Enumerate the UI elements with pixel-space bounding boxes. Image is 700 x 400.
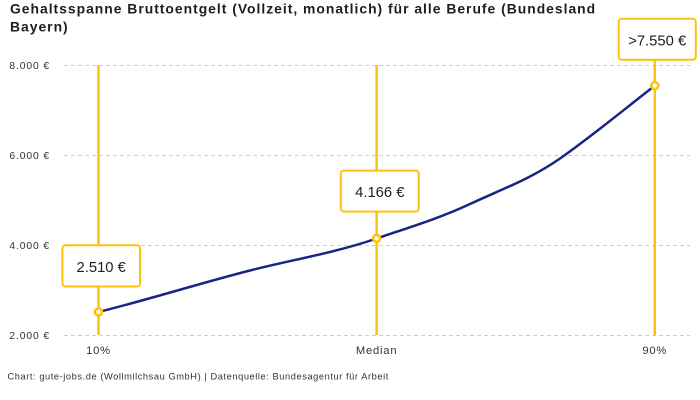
svg-text:Chart: gute-jobs.de (Wollmilch: Chart: gute-jobs.de (Wollmilchsau GmbH) … <box>8 371 389 381</box>
svg-text:2.000 €: 2.000 € <box>9 331 50 342</box>
svg-text:2.510 €: 2.510 € <box>77 260 127 276</box>
svg-text:8.000 €: 8.000 € <box>9 61 50 72</box>
svg-text:4.166 €: 4.166 € <box>355 185 405 201</box>
svg-text:Gehaltsspanne Bruttoentgelt (V: Gehaltsspanne Bruttoentgelt (Vollzeit, m… <box>10 1 596 17</box>
svg-text:6.000 €: 6.000 € <box>9 151 50 162</box>
svg-text:Median: Median <box>356 345 398 357</box>
svg-text:4.000 €: 4.000 € <box>9 241 50 252</box>
svg-text:Bayern): Bayern) <box>10 19 69 35</box>
svg-text:>7.550 €: >7.550 € <box>628 33 687 49</box>
svg-text:90%: 90% <box>642 345 667 357</box>
svg-text:10%: 10% <box>86 345 111 357</box>
